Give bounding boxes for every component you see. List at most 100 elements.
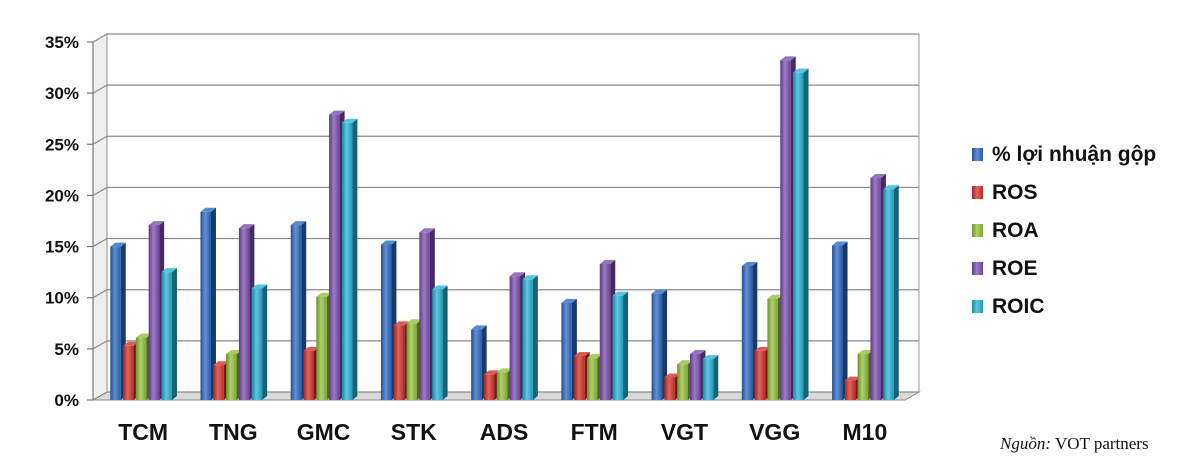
bar-top	[213, 361, 229, 366]
bar-front	[406, 323, 418, 400]
legend-item: ROE	[972, 257, 1038, 280]
bar-front	[754, 350, 766, 400]
bar-side	[532, 275, 538, 400]
x-tick-label: FTM	[571, 419, 618, 445]
bar-top	[883, 185, 899, 190]
bar	[793, 68, 809, 400]
bar-side	[842, 241, 848, 400]
x-tick-label: ADS	[480, 419, 529, 445]
bar-front	[135, 337, 147, 400]
y-tick-label: 25%	[45, 135, 79, 154]
bar-front	[599, 263, 611, 400]
bar-front	[651, 293, 663, 400]
bar-top	[406, 319, 423, 324]
bar-top	[226, 349, 242, 354]
bar-front	[148, 225, 160, 400]
bar-front	[689, 353, 701, 400]
bar-side	[442, 285, 448, 400]
legend-item: ROS	[972, 181, 1038, 204]
bar-top	[702, 355, 719, 360]
legend-label: ROA	[992, 219, 1039, 242]
bar-top	[599, 259, 616, 264]
bar-front	[832, 245, 843, 400]
bar	[161, 268, 177, 400]
bar-group-stk	[380, 228, 448, 400]
bar-front	[213, 365, 224, 400]
legend-item: % lợi nhuận gộp	[972, 143, 1156, 166]
bar-top	[123, 341, 139, 346]
bar	[200, 207, 216, 400]
bar-front	[110, 246, 121, 400]
legend: % lợi nhuận gộp ROS ROA ROE ROIC	[972, 143, 1156, 318]
bar	[832, 241, 848, 400]
bar-group-ftm	[561, 259, 629, 400]
bar-top	[574, 352, 590, 357]
bar-front	[741, 266, 753, 400]
source-note: Nguồn: VOT partners	[1000, 434, 1149, 454]
bar-top	[561, 298, 577, 303]
gridline	[92, 33, 919, 43]
bar-front	[780, 60, 791, 400]
bar-top	[844, 376, 861, 381]
bar-front	[793, 72, 804, 400]
bar-top	[329, 110, 345, 115]
gridline	[92, 84, 919, 94]
gridline	[92, 186, 919, 196]
gridline	[92, 135, 919, 145]
gridline	[92, 237, 919, 248]
bar-top	[832, 241, 848, 246]
bar-side	[171, 268, 177, 400]
bar-group-vgt	[651, 289, 719, 400]
bar-front	[857, 353, 869, 400]
bar-top	[496, 368, 513, 373]
bar-front	[767, 298, 778, 400]
bar-top	[251, 284, 268, 289]
bar-front	[574, 356, 585, 400]
bar-front	[586, 358, 598, 400]
bar-top	[741, 262, 758, 267]
y-tick-label: 20%	[45, 186, 79, 205]
bar-top	[483, 370, 500, 375]
bar-group-vgg	[741, 56, 809, 400]
bar-top	[135, 333, 152, 338]
source-label: Nguồn:	[1000, 434, 1051, 453]
bar	[702, 355, 719, 400]
bar-front	[561, 302, 572, 400]
bar-top	[148, 221, 165, 226]
bar-top	[586, 354, 603, 359]
y-tick-label: 10%	[45, 289, 79, 308]
bar-top	[316, 292, 332, 297]
bar-side	[713, 355, 719, 400]
bar-top	[522, 275, 538, 280]
bar-front	[522, 279, 533, 400]
bar-front	[123, 345, 134, 400]
bar	[612, 291, 629, 400]
x-tick-label: VGT	[661, 419, 708, 445]
bar-front	[419, 232, 430, 400]
bar-top	[509, 272, 526, 277]
bar-group-tcm	[110, 221, 177, 400]
y-tick-label: 5%	[54, 340, 79, 359]
bar-top	[793, 68, 809, 73]
bar-front	[290, 225, 302, 400]
bar-top	[677, 360, 693, 365]
bar-front	[238, 228, 250, 400]
bar-front	[483, 374, 495, 400]
source-text: VOT partners	[1054, 434, 1149, 453]
legend-label: % lợi nhuận gộp	[992, 143, 1156, 166]
bar-top	[290, 221, 307, 226]
bar-front	[496, 372, 508, 400]
bar-front	[432, 289, 443, 400]
legend-item: ROIC	[972, 295, 1045, 318]
bar-top	[238, 224, 255, 229]
bars	[110, 56, 899, 400]
bar-front	[393, 325, 405, 400]
bar	[251, 284, 268, 400]
legend-swatch	[972, 300, 983, 313]
x-tick-label: TCM	[118, 419, 168, 445]
bar-top	[110, 242, 126, 247]
legend-swatch	[972, 262, 983, 275]
bar-top	[780, 56, 796, 61]
bar-group-tng	[200, 207, 268, 400]
bar-front	[664, 377, 675, 400]
